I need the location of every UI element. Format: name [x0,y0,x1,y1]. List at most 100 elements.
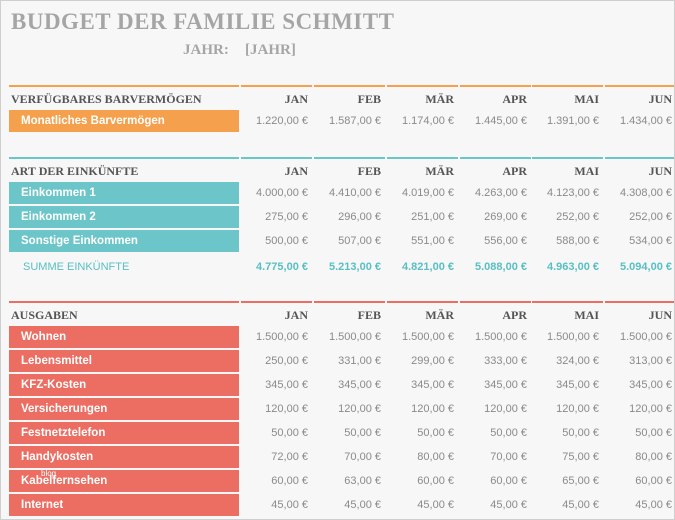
watermark: blog [41,469,57,478]
row-label: KFZ-Kosten [9,374,239,396]
month-header: APR [502,92,527,106]
row-label: Internet [9,494,239,516]
month-header: FEB [357,164,381,178]
section-title: AUSGABEN [11,308,78,322]
cell-value: 45,00 € [417,499,454,511]
cell-value: 45,00 € [562,499,599,511]
cell-value: 345,00 € [484,379,527,391]
cell-value: 1.500,00 € [475,331,527,343]
cell-value: 551,00 € [411,235,454,247]
section-rule [9,157,239,159]
section-rule [460,85,531,87]
month-header: MAI [574,308,599,322]
cell-value: 1.391,00 € [547,115,599,127]
section-rule [460,301,531,303]
month-header: MAI [574,164,599,178]
cell-value: 80,00 € [635,451,672,463]
cell-value: 252,00 € [629,211,672,223]
cell-value: 333,00 € [484,355,527,367]
cell-value: 1.434,00 € [620,115,672,127]
year-value: [JAHR] [245,42,296,58]
cell-value: 50,00 € [417,427,454,439]
cell-value: 4.019,00 € [402,187,454,199]
month-header: JAN [284,92,308,106]
section-rule [241,85,312,87]
cell-value: 1.587,00 € [329,115,381,127]
cell-value: 50,00 € [635,427,672,439]
section-rule [314,157,385,159]
section-rule [532,157,603,159]
section-rule [241,157,312,159]
cell-value: 588,00 € [556,235,599,247]
cell-value: 4.000,00 € [256,187,308,199]
section-rule [9,85,239,87]
cell-value: 50,00 € [490,427,527,439]
total-value: 4.821,00 € [402,261,454,273]
section-rule [314,85,385,87]
section-rule [605,85,674,87]
month-header: JAN [284,308,308,322]
cell-value: 4.123,00 € [547,187,599,199]
section-rule [532,85,603,87]
cell-value: 313,00 € [629,355,672,367]
section-title: VERFÜGBARES BARVERMÖGEN [11,92,202,106]
total-value: 5.094,00 € [620,261,672,273]
cell-value: 63,00 € [344,475,381,487]
row-label: Einkommen 2 [9,206,239,228]
cell-value: 345,00 € [338,379,381,391]
month-header: MÄR [425,308,454,322]
cell-value: 60,00 € [490,475,527,487]
cell-value: 296,00 € [338,211,381,223]
cell-value: 120,00 € [338,403,381,415]
cell-value: 324,00 € [556,355,599,367]
cell-value: 1.500,00 € [547,331,599,343]
month-header: APR [502,164,527,178]
month-header: JUN [648,164,672,178]
cell-value: 275,00 € [265,211,308,223]
row-label: Sonstige Einkommen [9,230,239,252]
row-label: Festnetztelefon [9,422,239,444]
row-label: Kabelfernsehen [9,470,239,492]
cell-value: 556,00 € [484,235,527,247]
cell-value: 120,00 € [484,403,527,415]
cell-value: 4.263,00 € [475,187,527,199]
cell-value: 70,00 € [490,451,527,463]
cell-value: 252,00 € [556,211,599,223]
section-rule [314,301,385,303]
cell-value: 50,00 € [344,427,381,439]
cell-value: 120,00 € [411,403,454,415]
cell-value: 4.410,00 € [329,187,381,199]
cell-value: 1.445,00 € [475,115,527,127]
cell-value: 50,00 € [562,427,599,439]
section-rule [532,301,603,303]
cell-value: 345,00 € [411,379,454,391]
cell-value: 299,00 € [411,355,454,367]
cell-value: 1.174,00 € [402,115,454,127]
month-header: FEB [357,92,381,106]
row-label: Versicherungen [9,398,239,420]
row-label: Wohnen [9,326,239,348]
cell-value: 45,00 € [635,499,672,511]
cell-value: 45,00 € [344,499,381,511]
month-header: MAI [574,92,599,106]
row-label: Monatliches Barvermögen [9,110,239,132]
section-rule [387,85,458,87]
cell-value: 1.500,00 € [329,331,381,343]
section-rule [241,301,312,303]
month-header: MÄR [425,92,454,106]
cell-value: 60,00 € [417,475,454,487]
cell-value: 251,00 € [411,211,454,223]
section-rule [9,301,239,303]
cell-value: 50,00 € [271,427,308,439]
month-header: MÄR [425,164,454,178]
section-rule [387,301,458,303]
row-label: Lebensmittel [9,350,239,372]
cell-value: 1.220,00 € [256,115,308,127]
month-header: JUN [648,308,672,322]
cell-value: 60,00 € [271,475,308,487]
cell-value: 120,00 € [556,403,599,415]
section-title: ART DER EINKÜNFTE [11,164,139,178]
cell-value: 345,00 € [265,379,308,391]
cell-value: 250,00 € [265,355,308,367]
